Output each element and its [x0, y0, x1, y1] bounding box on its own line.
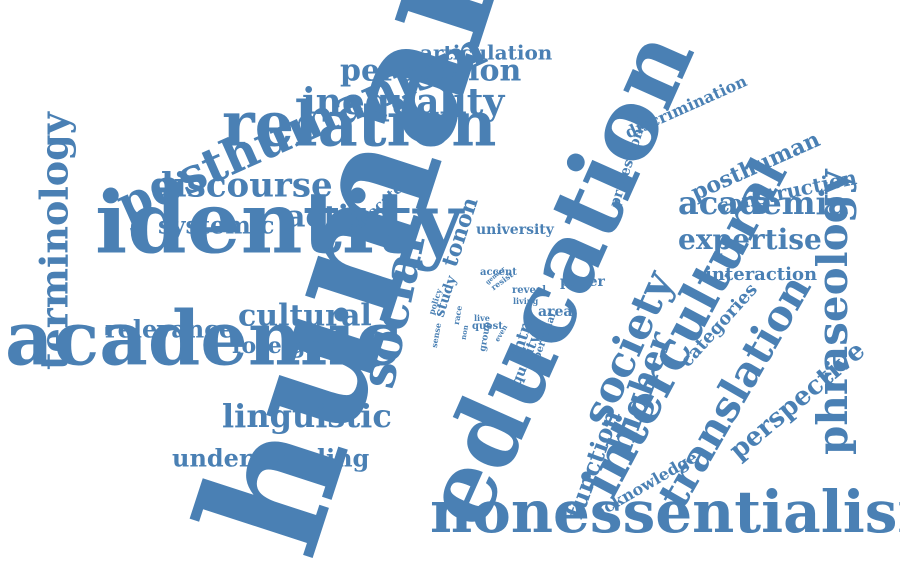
- word-non: non: [458, 324, 471, 341]
- word-expertise: expertise: [678, 223, 822, 257]
- word-discourse: discourse: [150, 165, 333, 206]
- word-inequality: inequality: [302, 80, 505, 123]
- word-linguistic: linguistic: [222, 397, 392, 436]
- word-quest: quest: [472, 321, 503, 333]
- word-reveal: reveal: [512, 285, 547, 297]
- word-identity: identity: [95, 173, 463, 274]
- word-paper: paper: [560, 274, 605, 291]
- word-interaction: interaction: [705, 263, 818, 285]
- word-cultural: cultural: [238, 298, 372, 334]
- word-relation: relation: [222, 87, 497, 161]
- word-action: action: [286, 199, 391, 235]
- word-area: area: [538, 304, 573, 321]
- word-sense: sense: [428, 322, 444, 349]
- word-accent: accent: [480, 267, 517, 279]
- word-nonessentialism: nonessentialism: [430, 477, 900, 546]
- word-live: live: [474, 312, 490, 323]
- word-race: race: [450, 304, 465, 326]
- word-terminology: terminology: [31, 112, 77, 370]
- word-relevance: relevance: [105, 314, 235, 344]
- word-academic: academic: [5, 294, 402, 383]
- word-understanding: understanding: [172, 443, 370, 473]
- word-academia: academia: [678, 184, 849, 223]
- word-foreigner: foreigner: [232, 332, 348, 359]
- word-articulation: articulation: [420, 40, 553, 65]
- word-university: university: [476, 222, 554, 239]
- word-living: living: [513, 295, 539, 306]
- word-systemic: systemic: [158, 210, 275, 240]
- word-perception: perception: [340, 53, 522, 89]
